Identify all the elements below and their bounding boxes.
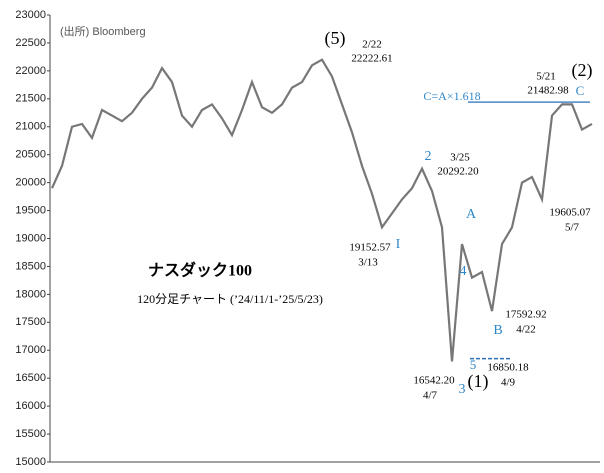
price-line [50,58,593,362]
annotation: 17592.92 [505,309,546,321]
annotation: 20292.20 [437,166,479,178]
annotation: 3/25 [450,152,470,164]
annotation: 21482.98 [527,85,569,97]
annotation: 5 [470,357,477,372]
annotation: ナスダック100 [148,261,252,280]
annotation: 2 [425,149,432,164]
annotation: 120分足チャート (’24/11/1-’25/5/23) [137,292,323,306]
annotation: 4/9 [501,377,516,389]
y-tick-label: 21500 [15,93,46,105]
annotation: 5/7 [565,222,580,234]
y-tick-label: 19000 [15,232,46,244]
annotation: 22222.61 [351,53,392,65]
y-tick-label: 17000 [15,344,46,356]
y-tick-label: 16500 [15,372,46,384]
annotation: 2/22 [362,39,382,51]
annotation: 3 [459,382,466,397]
annotation: 16542.20 [413,375,455,387]
annotation: 4/7 [423,390,438,402]
annotation: I [396,237,401,252]
y-tick-label: 20000 [15,177,46,189]
annotation: 3/13 [358,257,378,269]
y-tick-label: 20500 [15,149,46,161]
annotation: (2) [572,60,593,81]
annotation: 4 [460,264,467,279]
annotation: 5/21 [536,71,556,83]
annotation: B [493,323,502,338]
y-tick-label: 15000 [15,456,46,468]
annotation: 19605.07 [549,207,591,219]
annotation: C=A×1.618 [423,89,480,103]
annotation: (出所) Bloomberg [60,24,146,38]
y-tick-label: 18000 [15,288,46,300]
annotation: 19152.57 [349,242,391,254]
y-tick-label: 15500 [15,428,46,440]
annotation: (1) [468,371,489,392]
annotation: C [576,83,585,98]
annotation: 16850.18 [487,362,529,374]
y-tick-label: 22500 [15,37,46,49]
annotation: A [466,207,477,222]
y-tick-label: 16000 [15,400,46,412]
y-tick-label: 21000 [15,121,46,133]
y-tick-label: 23000 [15,9,46,21]
y-tick-label: 18500 [15,260,46,272]
y-tick-label: 17500 [15,316,46,328]
annotation: 4/22 [516,324,536,336]
y-tick-label: 19500 [15,204,46,216]
y-tick-label: 22000 [15,65,46,77]
annotation: (5) [325,28,346,49]
